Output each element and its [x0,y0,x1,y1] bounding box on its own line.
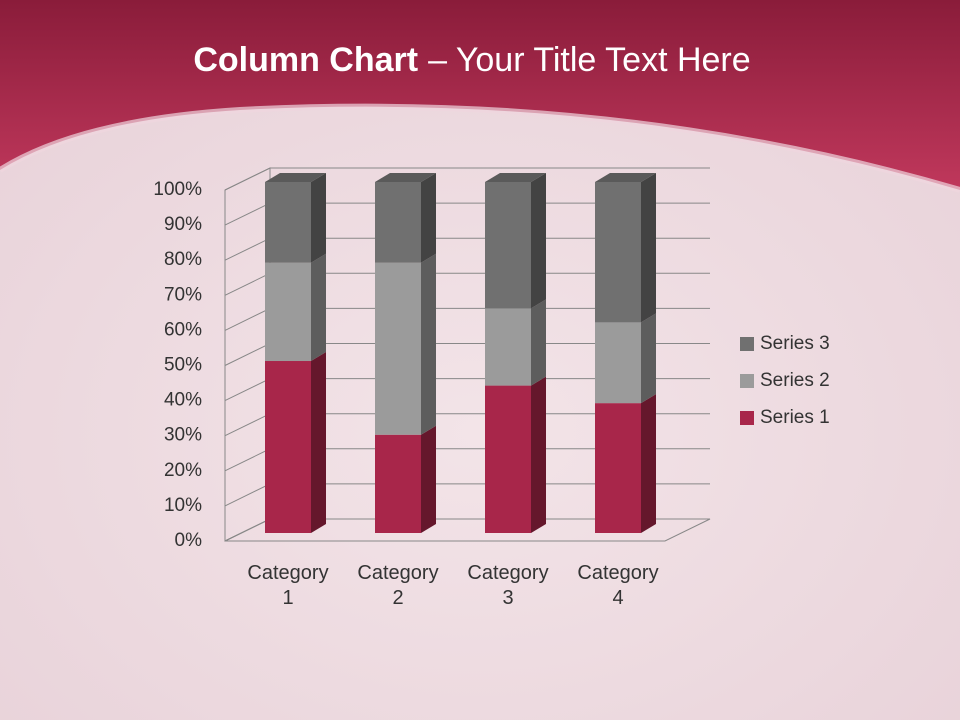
legend-label: Series 1 [760,407,830,428]
y-tick-label: 10% [164,495,202,516]
title-rest: – Your Title Text Here [428,41,751,79]
bar [595,182,641,323]
bar-top [595,173,656,182]
bar-side [311,253,326,362]
legend-swatch [740,411,754,425]
y-tick-label: 50% [164,355,202,376]
y-tick-label: 40% [164,390,202,411]
y-tick-label: 90% [164,214,202,235]
legend-label: Series 3 [760,333,830,354]
title-bold: Column Chart [193,41,418,79]
x-tick-label: Category 3 [467,562,549,609]
legend-swatch [740,337,754,351]
bar [265,361,311,533]
y-tick-label: 20% [164,460,202,481]
bar-side [531,173,546,309]
y-tick-label: 70% [164,284,202,305]
bar [265,262,311,362]
bar-side [531,376,546,533]
bar [595,403,641,533]
legend-label: Series 2 [760,370,830,391]
bar-top [265,173,326,182]
chart-title: Column Chart – Your Title Text Here [193,41,750,79]
grid-line [224,167,710,191]
legend-swatch [740,374,754,388]
bar-side [641,394,656,533]
x-tick-label: Category 4 [577,562,659,609]
bar [595,322,641,404]
plot: 0% 10% 20% 30% 40% 50% 60% 70% 80% 90% 100% Series … [153,167,830,551]
bar-side [531,299,546,386]
x-tick-label: Category 2 [357,562,439,609]
bar [485,385,531,533]
y-tick-label: 60% [164,319,202,340]
bar-side [421,425,436,533]
bar-side [421,173,436,263]
bar-top [375,173,436,182]
bar-side [311,352,326,533]
header-curve [0,103,960,193]
bar-top [485,173,546,182]
bar [485,308,531,386]
x-tick-label: Category 1 [247,562,329,609]
bar-side [421,253,436,435]
bar [485,182,531,309]
bar-side [311,173,326,263]
bar [265,182,311,263]
y-tick-label: 80% [164,249,202,270]
y-tick-label: 100% [153,179,202,200]
bar [375,262,421,435]
bar [375,434,421,533]
header-band [0,0,960,190]
y-tick-label: 0% [175,530,203,551]
bar [375,182,421,263]
y-tick-label: 30% [164,425,202,446]
bar-side [641,173,656,323]
bar-side [641,313,656,404]
